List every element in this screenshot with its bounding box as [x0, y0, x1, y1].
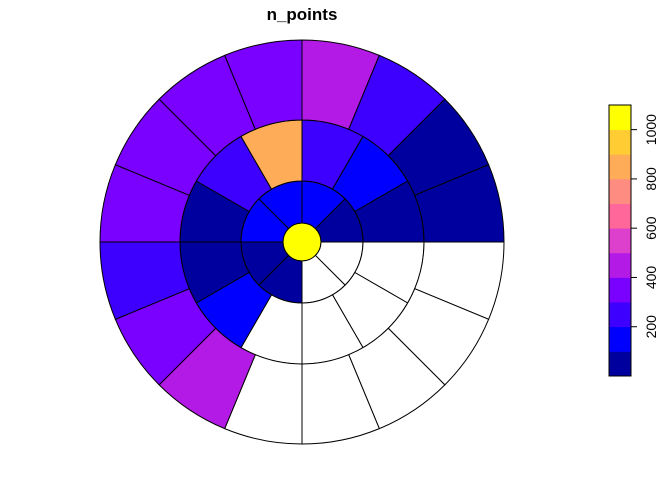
legend-swatch-1 — [609, 326, 631, 352]
polar-grid — [99, 39, 505, 445]
legend-tick-label-0: 200 — [643, 315, 659, 339]
legend-swatch-8 — [609, 154, 631, 180]
legend-swatch-7 — [609, 178, 631, 204]
legend-swatch-10 — [609, 105, 631, 131]
legend-tick-label-4: 1000 — [643, 114, 659, 145]
legend-swatch-9 — [609, 129, 631, 155]
legend-swatch-6 — [609, 203, 631, 229]
color-legend: 200 400 600 800 1000 — [608, 104, 659, 377]
legend-swatch-2 — [609, 302, 631, 328]
chart-title: n_points — [267, 5, 338, 24]
legend-border — [608, 104, 632, 377]
legend-tick-label-3: 800 — [643, 167, 659, 191]
legend-swatch-3 — [609, 277, 631, 303]
legend-tick-label-2: 600 — [643, 216, 659, 240]
legend-swatch-0 — [609, 351, 631, 377]
legend-swatch-4 — [609, 252, 631, 278]
legend-swatch-5 — [609, 228, 631, 254]
ring-3-sector-15 — [414, 164, 505, 243]
legend-tick-label-1: 400 — [643, 266, 659, 290]
